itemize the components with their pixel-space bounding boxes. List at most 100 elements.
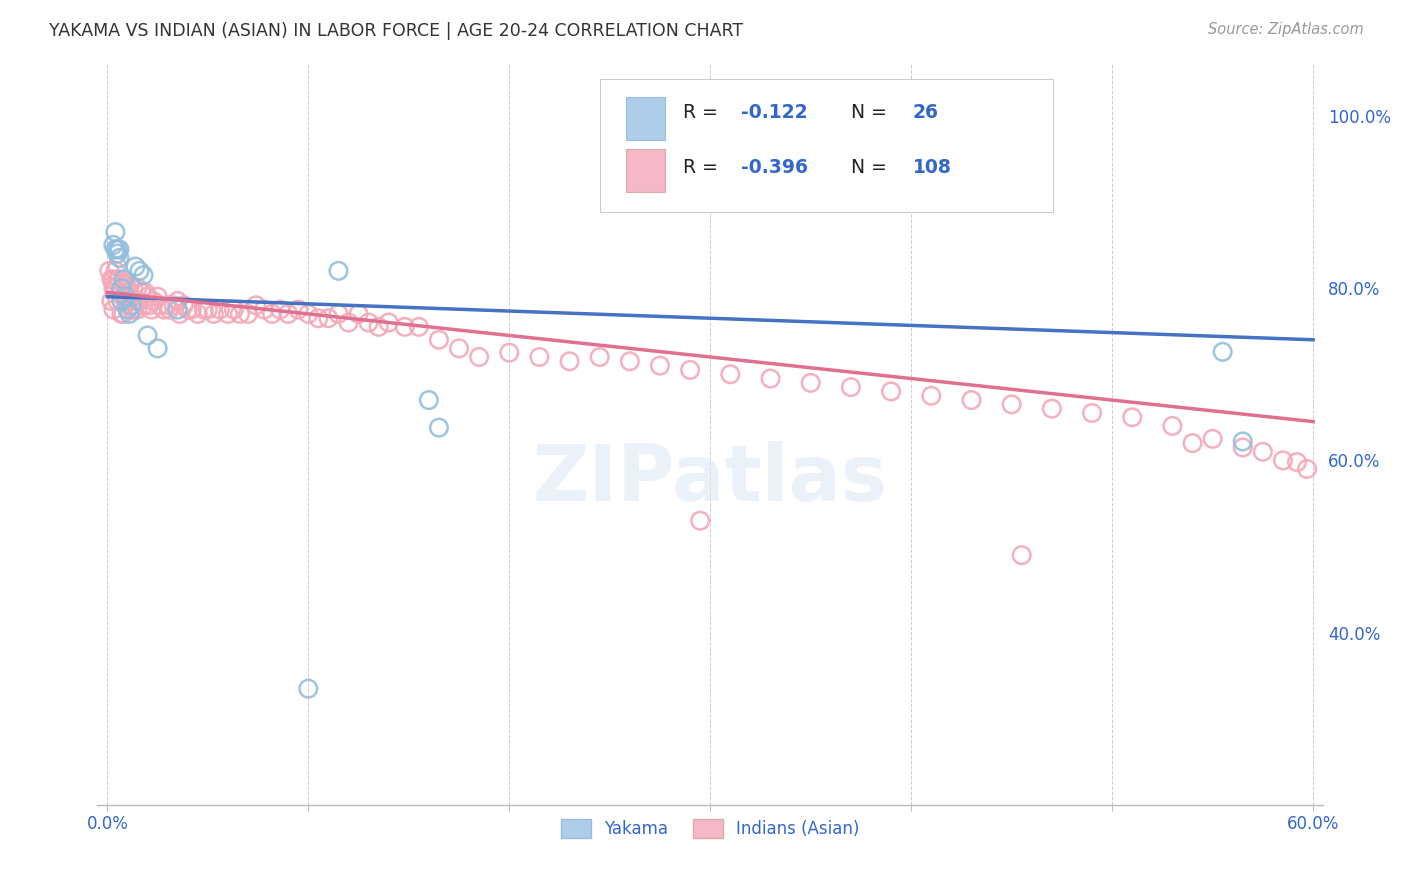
Indians (Asian) [114, 277, 136, 291]
Indians (Asian) [208, 302, 231, 317]
Yakama [418, 393, 440, 408]
Indians (Asian) [859, 186, 882, 201]
Indians (Asian) [152, 302, 174, 317]
Yakama [166, 302, 188, 317]
Indians (Asian) [135, 285, 157, 300]
Indians (Asian) [104, 264, 127, 278]
Yakama [114, 290, 136, 304]
Indians (Asian) [110, 307, 132, 321]
Indians (Asian) [177, 302, 200, 317]
Indians (Asian) [110, 281, 132, 295]
Indians (Asian) [880, 384, 903, 399]
Indians (Asian) [166, 293, 188, 308]
Indians (Asian) [108, 285, 131, 300]
Indians (Asian) [589, 350, 612, 364]
Indians (Asian) [114, 293, 136, 308]
Yakama [128, 264, 150, 278]
Indians (Asian) [1201, 432, 1223, 446]
Yakama [108, 251, 131, 265]
Yakama [427, 420, 450, 434]
Indians (Asian) [357, 316, 380, 330]
Indians (Asian) [619, 354, 641, 368]
Indians (Asian) [110, 293, 132, 308]
Yakama [104, 225, 127, 239]
Indians (Asian) [131, 285, 153, 300]
Text: Source: ZipAtlas.com: Source: ZipAtlas.com [1208, 22, 1364, 37]
Indians (Asian) [217, 307, 239, 321]
Text: R =: R = [683, 103, 724, 121]
Indians (Asian) [297, 307, 319, 321]
Indians (Asian) [222, 302, 245, 317]
Indians (Asian) [245, 298, 267, 312]
Indians (Asian) [920, 389, 942, 403]
Indians (Asian) [1285, 455, 1308, 469]
Indians (Asian) [337, 316, 360, 330]
Yakama [121, 298, 143, 312]
Indians (Asian) [122, 281, 145, 295]
Indians (Asian) [202, 307, 225, 321]
Yakama [108, 242, 131, 256]
Yakama [328, 264, 350, 278]
Indians (Asian) [117, 302, 139, 317]
Indians (Asian) [103, 272, 125, 286]
Indians (Asian) [122, 302, 145, 317]
Indians (Asian) [124, 293, 146, 308]
Indians (Asian) [112, 307, 135, 321]
Indians (Asian) [269, 302, 291, 317]
Yakama [103, 238, 125, 252]
Indians (Asian) [149, 298, 172, 312]
Indians (Asian) [236, 307, 259, 321]
Yakama [118, 307, 141, 321]
Indians (Asian) [142, 293, 165, 308]
Indians (Asian) [121, 302, 143, 317]
Indians (Asian) [180, 302, 202, 317]
Indians (Asian) [173, 298, 195, 312]
Indians (Asian) [159, 302, 181, 317]
Indians (Asian) [112, 277, 135, 291]
Yakama [297, 681, 319, 696]
Indians (Asian) [146, 290, 169, 304]
Indians (Asian) [960, 393, 983, 408]
Indians (Asian) [498, 345, 520, 359]
Indians (Asian) [394, 319, 416, 334]
Indians (Asian) [1121, 410, 1143, 425]
Indians (Asian) [1040, 401, 1063, 416]
Indians (Asian) [1271, 453, 1294, 467]
Indians (Asian) [100, 272, 122, 286]
Indians (Asian) [367, 319, 389, 334]
Indians (Asian) [1232, 441, 1254, 455]
Indians (Asian) [117, 281, 139, 295]
Indians (Asian) [759, 371, 782, 385]
Indians (Asian) [127, 302, 149, 317]
Indians (Asian) [136, 290, 159, 304]
Indians (Asian) [800, 376, 823, 390]
Indians (Asian) [107, 272, 129, 286]
Indians (Asian) [427, 333, 450, 347]
Legend: Yakama, Indians (Asian): Yakama, Indians (Asian) [554, 813, 866, 845]
Indians (Asian) [1251, 444, 1274, 458]
Text: YAKAMA VS INDIAN (ASIAN) IN LABOR FORCE | AGE 20-24 CORRELATION CHART: YAKAMA VS INDIAN (ASIAN) IN LABOR FORCE … [49, 22, 744, 40]
Indians (Asian) [408, 319, 430, 334]
Indians (Asian) [839, 380, 862, 394]
Indians (Asian) [468, 350, 491, 364]
Indians (Asian) [529, 350, 551, 364]
Yakama [124, 260, 146, 274]
Indians (Asian) [229, 307, 252, 321]
Indians (Asian) [187, 307, 209, 321]
Indians (Asian) [121, 290, 143, 304]
Yakama [110, 293, 132, 308]
Indians (Asian) [447, 342, 470, 356]
Yakama [107, 242, 129, 256]
Indians (Asian) [103, 302, 125, 317]
Indians (Asian) [347, 307, 370, 321]
Text: 108: 108 [912, 158, 952, 178]
Yakama [110, 281, 132, 295]
Yakama [146, 342, 169, 356]
Indians (Asian) [112, 290, 135, 304]
Yakama [1232, 434, 1254, 449]
Indians (Asian) [1181, 436, 1204, 450]
Indians (Asian) [277, 307, 299, 321]
Indians (Asian) [169, 307, 191, 321]
Indians (Asian) [100, 293, 122, 308]
Bar [626, 96, 665, 140]
